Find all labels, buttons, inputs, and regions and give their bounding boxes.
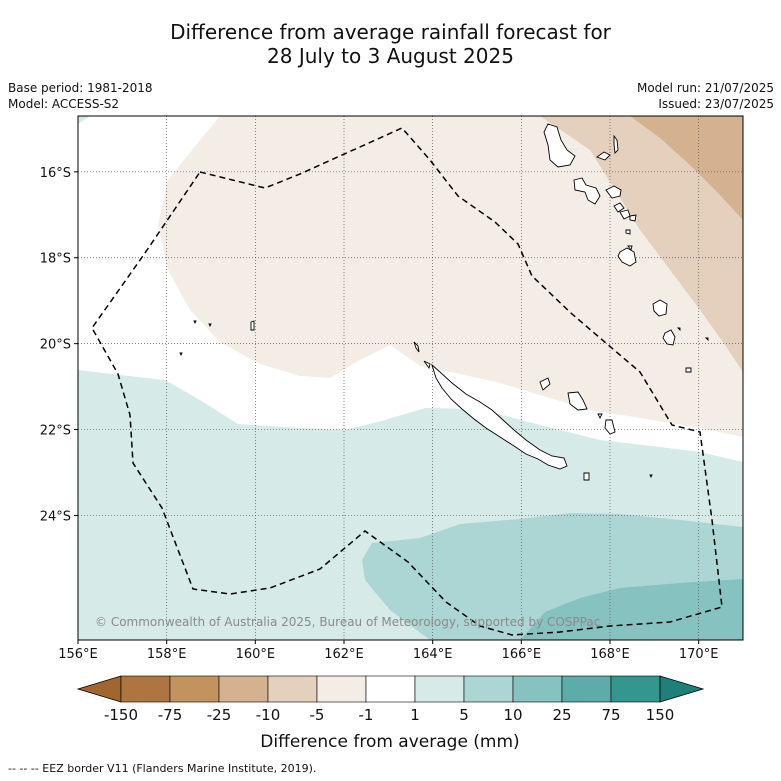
- contour-dry-medium: [540, 116, 743, 372]
- lat-tick-label: 24°S: [40, 509, 71, 524]
- colorbar-swatch: [610, 675, 661, 703]
- colorbar-tick-label: 10: [503, 706, 522, 724]
- contour-wet-strong: [520, 579, 743, 640]
- colorbar-tick-label: -75: [158, 706, 183, 724]
- lon-tick-label: 166°E: [502, 647, 542, 662]
- lat-tick-label: 20°S: [40, 338, 71, 353]
- meta-left: Base period: 1981-2018 Model: ACCESS-S2: [8, 80, 153, 112]
- lon-tick-label: 170°E: [679, 647, 719, 662]
- colorbar-tick-label: 5: [459, 706, 469, 724]
- latitude-axis: 16°S 18°S 20°S 22°S 24°S: [40, 166, 78, 524]
- lat-tick-label: 18°S: [40, 252, 71, 267]
- lon-tick-label: 168°E: [590, 647, 630, 662]
- chart-title-line1: Difference from average rainfall forecas…: [170, 20, 611, 44]
- colorbar-swatch: [414, 675, 465, 703]
- chart-title-line2: 28 July to 3 August 2025: [267, 44, 514, 68]
- colorbar-tick-label: -5: [310, 706, 325, 724]
- map-panel: © Commonwealth of Australia 2025, Bureau…: [78, 116, 743, 640]
- colorbar-swatch: [120, 675, 171, 703]
- colorbar-tick-label: -150: [104, 706, 138, 724]
- lon-tick-label: 158°E: [147, 647, 187, 662]
- colorbar-swatch: [463, 675, 514, 703]
- meta-right: Model run: 21/07/2025 Issued: 23/07/2025: [637, 80, 774, 112]
- colorbar-swatch: [365, 675, 416, 703]
- colorbar-extend-low: [76, 675, 122, 703]
- copyright-text: © Commonwealth of Australia 2025, Bureau…: [95, 615, 600, 629]
- model-run: Model run: 21/07/2025: [636, 81, 774, 95]
- lon-tick-label: 162°E: [324, 647, 364, 662]
- colorbar-tick-label: 1: [410, 706, 420, 724]
- islands-vanuatu: [543, 123, 709, 373]
- colorbar: -150 -75 -25 -10 -5 -1 1 5 10 25 75 150: [76, 675, 705, 724]
- eez-border: [91, 127, 723, 636]
- contour-wet-corner: [78, 116, 90, 124]
- colorbar-extend-high: [659, 675, 705, 703]
- colorbar-swatch: [316, 675, 367, 703]
- issued-date: Issued: 23/07/2025: [658, 97, 774, 111]
- colorbar-tick-label: -1: [359, 706, 374, 724]
- colorbar-swatch: [218, 675, 269, 703]
- lon-tick-label: 164°E: [413, 647, 453, 662]
- colorbar-tick-label: -10: [256, 706, 281, 724]
- map-frame: [77, 115, 744, 641]
- colorbar-swatch: [512, 675, 563, 703]
- longitude-axis: 156°E 158°E 160°E 162°E 164°E 166°E 168°E 170°E: [58, 640, 718, 662]
- lat-tick-label: 16°S: [40, 166, 71, 181]
- colorbar-title: Difference from average (mm): [260, 732, 519, 752]
- colorbar-tick-label: -25: [207, 706, 232, 724]
- islands-new-caledonia: [179, 320, 653, 481]
- contour-dry-strong: [630, 116, 743, 220]
- colorbar-tick-label: 75: [601, 706, 620, 724]
- colorbar-swatch: [267, 675, 318, 703]
- colorbar-swatch: [561, 675, 612, 703]
- graticule: [78, 116, 743, 640]
- lat-tick-label: 22°S: [40, 424, 71, 439]
- eez-footnote: -- -- -- EEZ border V11 (Flanders Marine…: [8, 762, 317, 775]
- lon-tick-label: 156°E: [58, 647, 98, 662]
- lon-tick-label: 160°E: [236, 647, 276, 662]
- base-period: Base period: 1981-2018: [8, 81, 153, 95]
- colorbar-tick-label: 150: [646, 706, 675, 724]
- colorbar-tick-label: 25: [552, 706, 571, 724]
- colorbar-swatch: [169, 675, 220, 703]
- model-name: Model: ACCESS-S2: [8, 97, 120, 111]
